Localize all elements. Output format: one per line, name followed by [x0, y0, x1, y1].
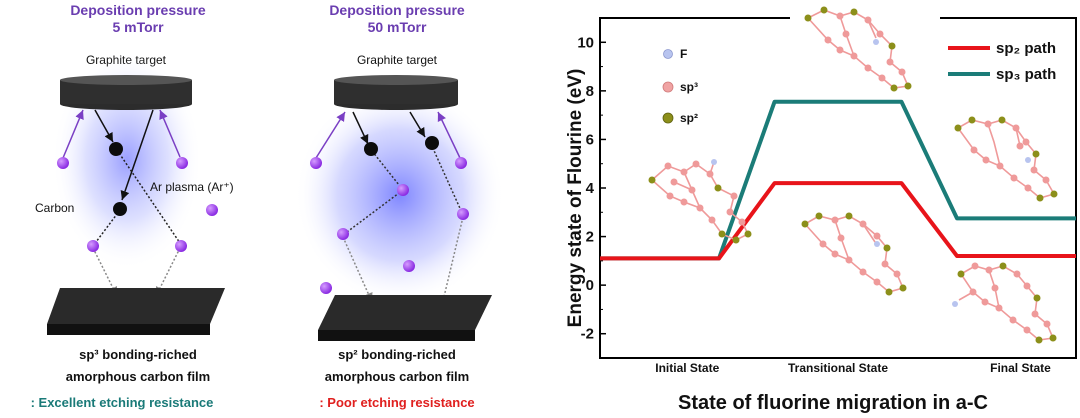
f-atom-label: F [680, 47, 687, 61]
middle-ar-ion [457, 208, 469, 220]
x-axis-ticks: Initial State Transitional State Final Sta… [655, 361, 1051, 375]
left-carbon-atom [113, 202, 127, 216]
left-resistance: : Excellent etching resistance [31, 395, 214, 410]
left-ar-ion [175, 240, 187, 252]
x-tick-label: Final State [990, 361, 1051, 375]
middle-carbon-atom [425, 136, 439, 150]
left-carbon-atom [109, 142, 123, 156]
f-atom-icon [663, 49, 673, 59]
middle-target-top [334, 75, 458, 85]
middle-ar-ion [320, 282, 332, 294]
middle-carbon-path-2 [409, 111, 426, 138]
y-axis-label: Energy state of Flourine (eV) [565, 69, 586, 328]
left-carbon-path-1 [94, 109, 114, 143]
left-title-line1: Deposition pressure [70, 2, 206, 18]
middle-title-line1: Deposition pressure [329, 2, 465, 18]
x-tick-label: Initial State [655, 361, 719, 375]
middle-ar-ion [455, 157, 467, 169]
x-axis-label: State of fluorine migration in a-C [678, 392, 988, 414]
y-tick-label: 6 [586, 131, 594, 148]
molecule-initial [648, 159, 752, 244]
middle-ar-ion [337, 228, 349, 240]
middle-ar-ion [397, 184, 409, 196]
molecule-final-bottom [952, 262, 1057, 344]
middle-film-line2: amorphous carbon film [325, 369, 469, 384]
y-tick-label: 10 [577, 34, 594, 51]
energy-chart: -2 0 2 4 6 8 10 Initial State Transitional Stat… [565, 6, 1077, 414]
left-ar-path-2 [159, 109, 181, 158]
middle-dotted-2 [342, 189, 404, 236]
left-ar-ion [176, 157, 188, 169]
middle-substrate-top [318, 295, 492, 330]
middle-target-label: Graphite target [357, 53, 438, 67]
left-dotted-2 [92, 209, 121, 247]
legend-sp3-label: sp₃ path [996, 66, 1056, 83]
sp3-atom-icon [662, 81, 674, 93]
left-ar-ion [87, 240, 99, 252]
atom-legend: F sp³ sp² [662, 47, 698, 125]
left-film-line2: amorphous carbon film [66, 369, 210, 384]
y-tick-label: 0 [586, 277, 594, 294]
left-ar-ion [206, 204, 218, 216]
y-tick-label: 2 [586, 229, 594, 246]
middle-ar-ion [310, 157, 322, 169]
middle-ar-ion [403, 260, 415, 272]
middle-ar-path-2 [437, 111, 461, 159]
x-tick-label: Transitional State [788, 361, 888, 375]
molecule-final-top [954, 116, 1058, 202]
middle-film-line1: sp² bonding-riched [338, 347, 456, 362]
series-legend: sp₂ path sp₃ path [948, 40, 1056, 83]
y-tick-label: 8 [586, 83, 594, 100]
middle-carbon-atom [364, 142, 378, 156]
y-axis-ticks: -2 0 2 4 6 8 10 [577, 17, 606, 359]
left-plasma-label: Ar plasma (Ar⁺) [150, 180, 234, 194]
middle-resistance: : Poor etching resistance [319, 395, 474, 410]
molecule-transition-top [804, 6, 912, 92]
left-substrate-top [47, 288, 225, 324]
left-substrate-side [47, 324, 210, 335]
middle-panel: Deposition pressure 50 mTorr Graphite ta… [295, 2, 505, 410]
left-ar-ion [57, 157, 69, 169]
y-tick-label: -2 [581, 326, 594, 343]
left-carbon-label: Carbon [35, 201, 74, 215]
sp2-atom-icon [662, 112, 674, 124]
sp3-atom-label: sp³ [680, 80, 698, 94]
left-panel: Deposition pressure 5 mTorr Graphite tar… [31, 2, 234, 410]
left-carbon-path-2 [120, 109, 154, 201]
left-title-line2: 5 mTorr [112, 19, 164, 35]
middle-dotted-4 [430, 143, 464, 216]
middle-dotted-1 [371, 150, 404, 191]
y-tick-label: 4 [586, 180, 595, 197]
left-target-top [60, 75, 192, 85]
middle-title-line2: 50 mTorr [368, 19, 427, 35]
middle-substrate-side [318, 330, 475, 341]
legend-sp2-label: sp₂ path [996, 40, 1056, 57]
left-dotted-1 [116, 149, 183, 247]
series-layer [600, 99, 1076, 261]
left-ar-path-1 [62, 109, 84, 159]
molecule-transition-bottom [801, 212, 907, 296]
sp2-path-line [600, 181, 1076, 261]
sp2-atom-label: sp² [680, 111, 698, 125]
left-film-line1: sp³ bonding-riched [79, 347, 197, 362]
middle-ar-path-1 [315, 111, 346, 159]
middle-carbon-path-1 [352, 111, 369, 145]
